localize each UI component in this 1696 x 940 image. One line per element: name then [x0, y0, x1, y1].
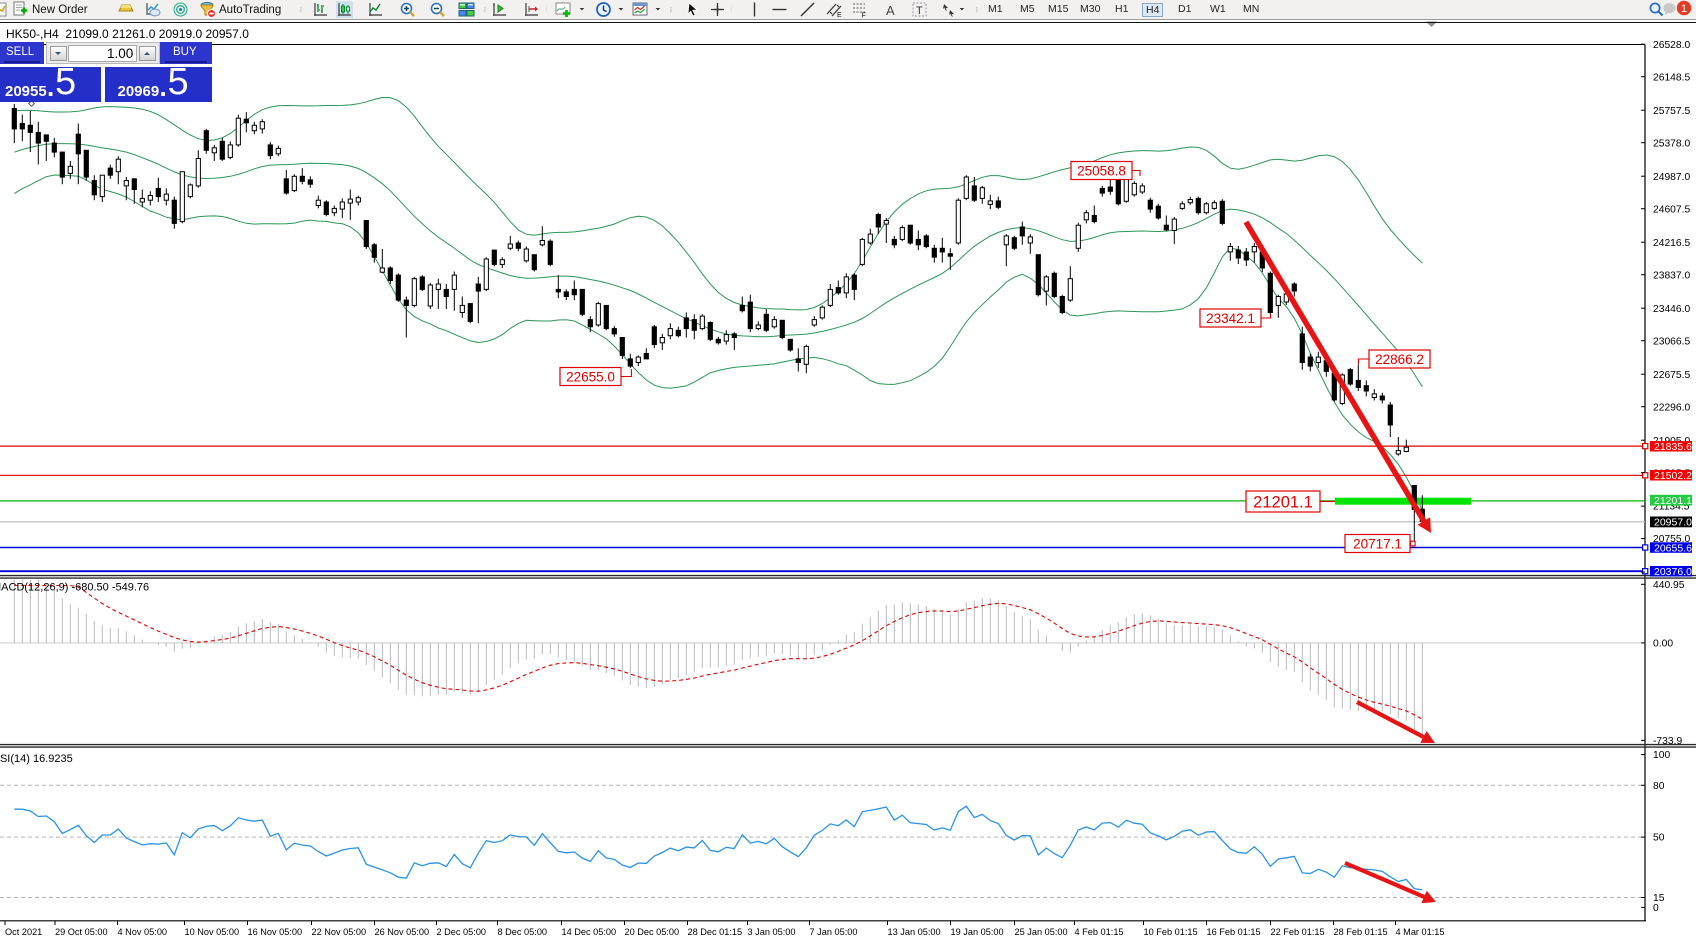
svg-text:0: 0: [1653, 903, 1659, 914]
svg-text:4 Feb 01:15: 4 Feb 01:15: [1075, 927, 1124, 937]
svg-text:23342.1: 23342.1: [1206, 311, 1255, 326]
svg-text:28 Feb 01:15: 28 Feb 01:15: [1334, 927, 1388, 937]
svg-text:4 Nov 05:00: 4 Nov 05:00: [118, 927, 168, 937]
svg-text:23837.0: 23837.0: [1653, 270, 1690, 281]
svg-text:26148.5: 26148.5: [1653, 72, 1690, 83]
svg-text:21134.5: 21134.5: [1653, 502, 1690, 513]
svg-text:8 Dec 05:00: 8 Dec 05:00: [498, 927, 548, 937]
svg-text:20376.0: 20376.0: [1654, 566, 1692, 578]
svg-text:MACD(12,26,9) -680.50 -549.76: MACD(12,26,9) -680.50 -549.76: [0, 582, 149, 594]
svg-text:25 Jan 05:00: 25 Jan 05:00: [1015, 927, 1068, 937]
svg-text:22 Feb 01:15: 22 Feb 01:15: [1271, 927, 1325, 937]
svg-text:23446.0: 23446.0: [1653, 304, 1690, 315]
svg-text:22 Nov 05:00: 22 Nov 05:00: [312, 927, 367, 937]
svg-text:25058.8: 25058.8: [1077, 163, 1126, 178]
svg-text:100: 100: [1653, 750, 1670, 761]
svg-text:28 Dec 01:15: 28 Dec 01:15: [688, 927, 743, 937]
svg-text:T: T: [916, 5, 923, 17]
svg-text:29 Oct 05:00: 29 Oct 05:00: [55, 927, 108, 937]
svg-text:26528.0: 26528.0: [1653, 40, 1690, 51]
svg-text:21502.2: 21502.2: [1654, 470, 1692, 482]
svg-text:24216.5: 24216.5: [1653, 238, 1690, 249]
svg-text:25757.5: 25757.5: [1653, 106, 1690, 117]
svg-text:20655.6: 20655.6: [1654, 542, 1692, 554]
svg-text:7 Jan 05:00: 7 Jan 05:00: [810, 927, 858, 937]
svg-text:20 Dec 05:00: 20 Dec 05:00: [625, 927, 680, 937]
svg-text:16 Feb 01:15: 16 Feb 01:15: [1207, 927, 1261, 937]
svg-text:-733.9: -733.9: [1653, 736, 1682, 747]
svg-text:14 Dec 05:00: 14 Dec 05:00: [562, 927, 617, 937]
svg-text:19 Jan 05:00: 19 Jan 05:00: [951, 927, 1004, 937]
svg-text:21201.1: 21201.1: [1654, 495, 1692, 507]
svg-text:0.00: 0.00: [1653, 639, 1673, 650]
svg-text:10 Feb 01:15: 10 Feb 01:15: [1144, 927, 1198, 937]
svg-text:2 Dec 05:00: 2 Dec 05:00: [437, 927, 487, 937]
svg-text:22675.5: 22675.5: [1653, 370, 1690, 381]
svg-text:Oct 2021: Oct 2021: [5, 927, 42, 937]
svg-text:10 Nov 05:00: 10 Nov 05:00: [185, 927, 240, 937]
svg-text:26 Nov 05:00: 26 Nov 05:00: [375, 927, 430, 937]
svg-text:25378.0: 25378.0: [1653, 138, 1690, 149]
svg-text:16 Nov 05:00: 16 Nov 05:00: [248, 927, 303, 937]
svg-text:3 Jan 05:00: 3 Jan 05:00: [748, 927, 796, 937]
svg-text:21201.1: 21201.1: [1253, 493, 1313, 511]
svg-text:20717.1: 20717.1: [1353, 536, 1402, 551]
svg-text:22655.0: 22655.0: [566, 369, 615, 384]
svg-text:15: 15: [1653, 893, 1665, 904]
svg-text:13 Jan 05:00: 13 Jan 05:00: [888, 927, 941, 937]
svg-text:22866.2: 22866.2: [1375, 352, 1424, 367]
svg-text:1: 1: [1681, 3, 1687, 15]
svg-text:21835.6: 21835.6: [1654, 441, 1692, 453]
svg-text:440.95: 440.95: [1653, 580, 1685, 591]
svg-text:F: F: [862, 13, 866, 20]
svg-text:20755.0: 20755.0: [1653, 534, 1690, 545]
svg-text:20957.0: 20957.0: [1654, 517, 1692, 529]
svg-text:RSI(14) 16.9235: RSI(14) 16.9235: [0, 753, 73, 765]
svg-text:23066.5: 23066.5: [1653, 336, 1690, 347]
svg-text:80: 80: [1653, 781, 1665, 792]
svg-text:E: E: [837, 12, 842, 19]
svg-text:50: 50: [1653, 833, 1665, 844]
svg-text:4 Mar 01:15: 4 Mar 01:15: [1396, 927, 1445, 937]
svg-text:24607.5: 24607.5: [1653, 204, 1690, 215]
svg-text:24987.0: 24987.0: [1653, 172, 1690, 183]
svg-text:22296.0: 22296.0: [1653, 402, 1690, 413]
